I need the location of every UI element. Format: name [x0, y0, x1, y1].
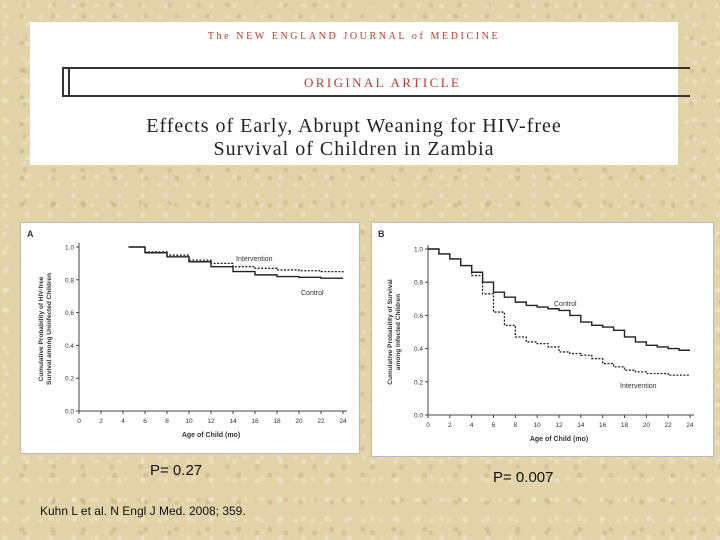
- x-axis-label-a: Age of Child (mo): [182, 432, 240, 439]
- x-tick-label-b: 22: [665, 422, 673, 429]
- x-tick-label-b: 18: [621, 422, 629, 429]
- x-tick-label-b: 2: [448, 422, 452, 429]
- chart-panel-b: B 0 2 4 6 8 10 12 14 16 18 20 22 24 0.0 0.2 0.4 0.6 0.8 1.0…: [371, 222, 714, 457]
- x-tick-label-a: 6: [143, 418, 147, 425]
- article-title: Effects of Early, Abrupt Weaning for HIV…: [30, 115, 678, 161]
- p-value-a: P= 0.27: [150, 462, 203, 479]
- x-tick-label-a: 4: [121, 418, 125, 425]
- article-type-box: ORIGINAL ARTICLE: [62, 67, 690, 97]
- article-title-line-1: Effects of Early, Abrupt Weaning for HIV…: [146, 115, 562, 137]
- series-line-control-b: [428, 248, 690, 351]
- chart-panel-a: A 0 2 4 6 8 10 12 14 16 18 20 22 24 0.0 0.2 0.4 0.6 0.8 1.0…: [20, 222, 360, 454]
- x-tick-label-b: 4: [470, 422, 474, 429]
- y-tick-label-b: 0.0: [414, 413, 423, 420]
- y-tick-label-b: 0.6: [414, 313, 423, 320]
- y-tick-label-a: 0.8: [65, 277, 74, 284]
- y-tick-label-a: 1.0: [65, 245, 74, 252]
- x-tick-label-a: 12: [207, 418, 215, 425]
- y-tick-label-b: 0.4: [414, 346, 423, 353]
- y-axis-label-a: Cumulative Probability of HIV-free: [38, 276, 45, 381]
- x-tick-label-b: 20: [643, 422, 651, 429]
- x-tick-label-b: 14: [577, 422, 585, 429]
- p-value-b: P= 0.007: [493, 469, 554, 486]
- x-tick-label-a: 14: [229, 418, 237, 425]
- series-label-intervention-b: Intervention: [620, 383, 657, 390]
- y-tick-label-a: 0.0: [65, 409, 74, 416]
- y-tick-label-b: 1.0: [414, 247, 423, 254]
- chart-a-svg: A0 2 4 6 8 10 12 14 16 18 20 22 240.00.20.40.60.81.0…: [27, 229, 347, 439]
- x-tick-label-a: 0: [77, 418, 81, 425]
- x-tick-label-a: 10: [185, 418, 193, 425]
- y-tick-label-a: 0.2: [65, 376, 74, 383]
- x-tick-label-a: 16: [251, 418, 259, 425]
- x-tick-label-a: 8: [165, 418, 169, 425]
- series-label-control-a: Control: [301, 290, 324, 297]
- y-tick-label-b: 0.2: [414, 379, 423, 386]
- chart-b-svg: B0 2 4 6 8 10 12 14 16 18 20 22 240.00.20.40.60.81.0…: [378, 229, 694, 443]
- panel-label-b: B: [378, 229, 385, 239]
- y-tick-label-a: 0.4: [65, 343, 74, 350]
- x-tick-label-a: 20: [295, 418, 303, 425]
- y-tick-label-a: 0.6: [65, 310, 74, 317]
- x-tick-label-b: 8: [514, 422, 518, 429]
- x-tick-label-a: 2: [99, 418, 103, 425]
- y-axis-label-a: Survival among Uninfected Children: [46, 273, 53, 385]
- panel-label-a: A: [27, 229, 34, 239]
- y-tick-label-b: 0.8: [414, 280, 423, 287]
- series-label-intervention-a: Intervention: [236, 256, 273, 263]
- x-tick-label-b: 16: [599, 422, 607, 429]
- article-title-line-2: Survival of Children in Zambia: [213, 138, 495, 160]
- y-axis-label-b: Cumulative Probability of Survival: [387, 279, 394, 385]
- x-tick-label-b: 12: [555, 422, 563, 429]
- x-tick-label-b: 6: [492, 422, 496, 429]
- x-tick-label-a: 22: [317, 418, 325, 425]
- x-tick-label-b: 0: [426, 422, 430, 429]
- series-line-intervention-b: [428, 248, 690, 376]
- y-axis-label-b: among Infected Children: [395, 294, 402, 370]
- citation: Kuhn L et al. N Engl J Med. 2008; 359.: [40, 504, 246, 518]
- x-tick-label-a: 24: [339, 418, 347, 425]
- x-tick-label-b: 24: [686, 422, 694, 429]
- series-line-control-a: [128, 246, 343, 279]
- article-type-box-inner: [68, 69, 694, 95]
- x-axis-label-b: Age of Child (mo): [530, 436, 588, 443]
- x-tick-label-a: 18: [273, 418, 281, 425]
- x-tick-label-b: 10: [534, 422, 542, 429]
- article-type: ORIGINAL ARTICLE: [304, 75, 462, 90]
- journal-title: The NEW ENGLAND JOURNAL of MEDICINE: [207, 31, 501, 42]
- series-label-control-b: Control: [554, 301, 577, 308]
- article-header: The NEW ENGLAND JOURNAL of MEDICINE ORIG…: [30, 22, 690, 165]
